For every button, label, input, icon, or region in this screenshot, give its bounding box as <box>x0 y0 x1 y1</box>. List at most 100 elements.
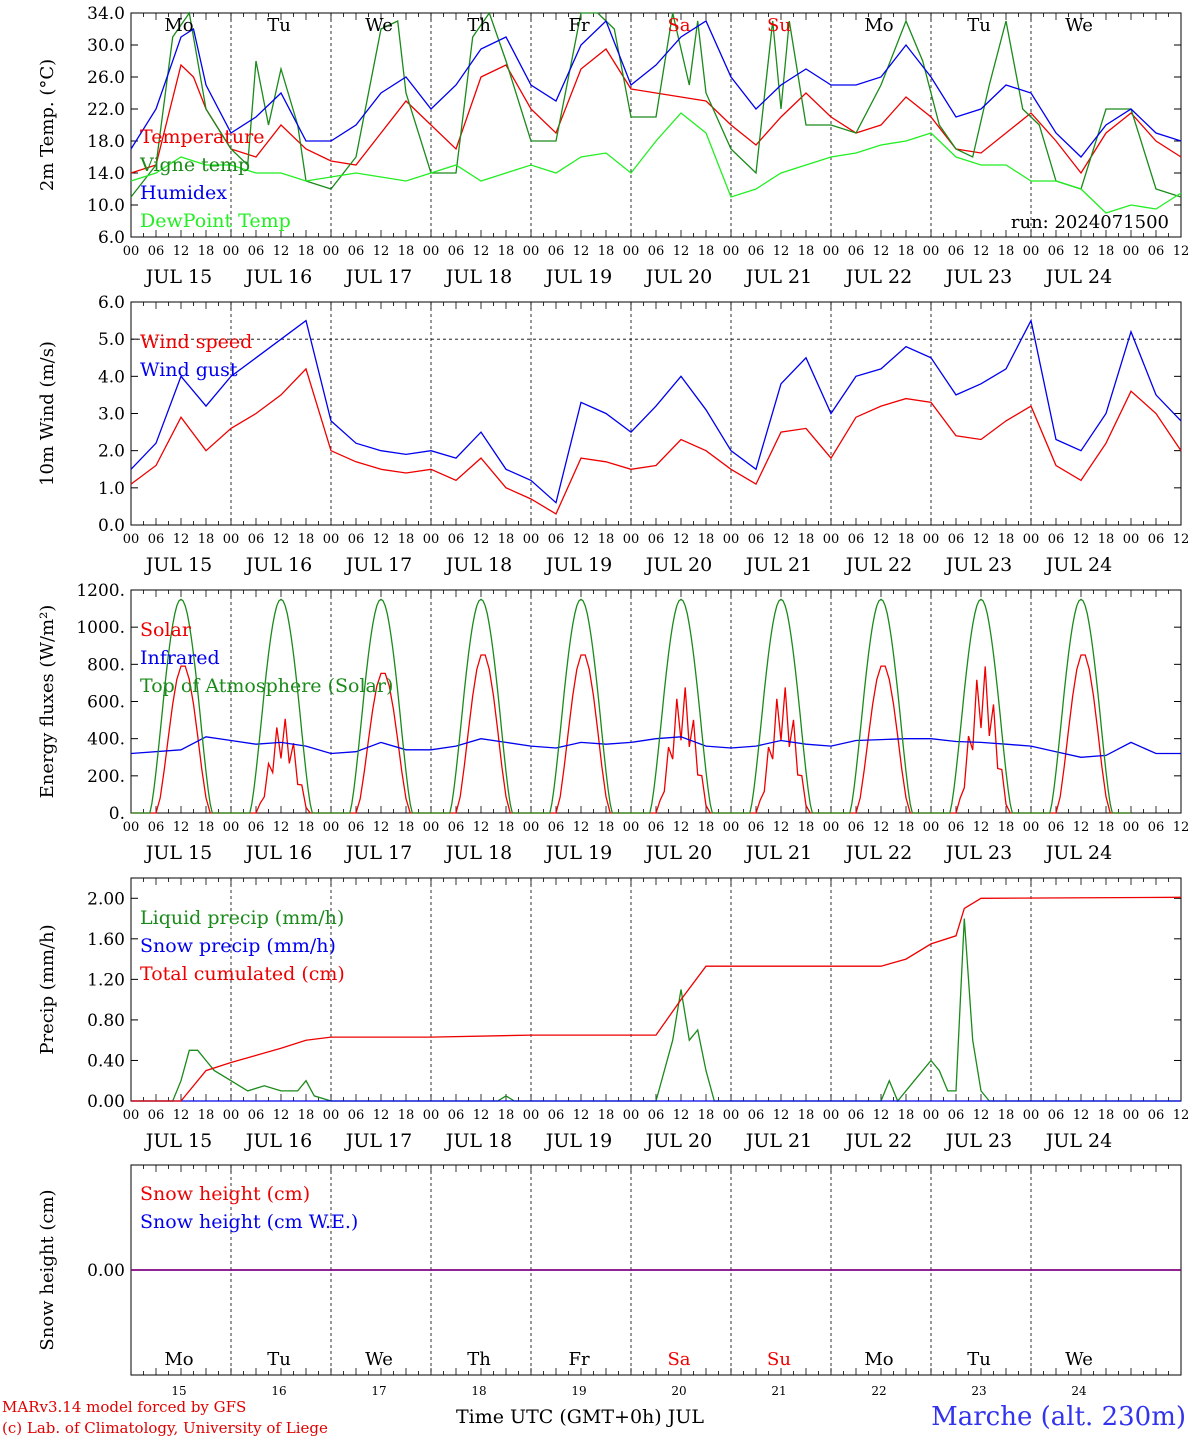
hour-tick-label: 18 <box>798 244 815 259</box>
hour-tick-label: 00 <box>323 820 340 835</box>
hour-tick-label: 12 <box>1173 820 1190 835</box>
hour-tick-label: 18 <box>1098 1108 1115 1123</box>
hour-tick-label: 00 <box>423 1108 440 1123</box>
hour-tick-label: 06 <box>748 532 765 547</box>
hour-tick-label: 12 <box>873 820 890 835</box>
weekday-label: We <box>1065 1349 1093 1370</box>
hour-tick-label: 12 <box>473 820 490 835</box>
hour-tick-label: 06 <box>548 1108 565 1123</box>
hour-tick-label: 06 <box>1048 532 1065 547</box>
y-axis-label: 10m Wind (m/s) <box>37 341 58 486</box>
hour-tick-label: 00 <box>823 1108 840 1123</box>
hour-tick-label: 12 <box>873 532 890 547</box>
day-number-label: 23 <box>971 1384 986 1398</box>
hour-tick-label: 12 <box>773 532 790 547</box>
y-tick-label: 22.0 <box>87 100 125 120</box>
date-label: JUL 18 <box>444 554 512 576</box>
weekday-label: Sa <box>667 1349 690 1370</box>
hour-tick-label: 12 <box>1173 532 1190 547</box>
hour-tick-label: 06 <box>948 244 965 259</box>
date-label: JUL 20 <box>644 842 712 864</box>
day-number-label: 24 <box>1071 1384 1087 1398</box>
hour-tick-label: 00 <box>623 244 640 259</box>
weekday-label: Mo <box>864 15 893 36</box>
hour-tick-label: 18 <box>298 532 315 547</box>
hour-tick-label: 00 <box>223 820 240 835</box>
weekday-label: We <box>365 15 393 36</box>
hour-tick-label: 06 <box>148 244 165 259</box>
series-liquid-precip-mm-h--line <box>131 918 1181 1103</box>
y-tick-label: 18.0 <box>87 132 125 152</box>
day-number-label: 16 <box>271 1384 286 1398</box>
legend-wind-speed: Wind speed <box>140 331 252 353</box>
hour-tick-label: 00 <box>923 532 940 547</box>
y-tick-label: 1.0 <box>98 479 125 499</box>
date-label: JUL 20 <box>644 554 712 576</box>
hour-tick-label: 18 <box>798 1108 815 1123</box>
hour-tick-label: 00 <box>323 1108 340 1123</box>
hour-tick-label: 18 <box>598 820 615 835</box>
hour-tick-label: 18 <box>798 820 815 835</box>
hour-tick-label: 18 <box>498 1108 515 1123</box>
hour-tick-label: 00 <box>923 244 940 259</box>
hour-tick-label: 18 <box>298 244 315 259</box>
hour-tick-label: 18 <box>498 244 515 259</box>
hour-tick-label: 18 <box>198 532 215 547</box>
y-tick-label: 0.40 <box>87 1051 125 1071</box>
y-tick-label: 5.0 <box>98 330 125 350</box>
weekday-label: We <box>1065 15 1093 36</box>
hour-tick-label: 00 <box>623 820 640 835</box>
hour-tick-label: 12 <box>273 244 290 259</box>
date-label: JUL 23 <box>944 842 1012 864</box>
day-number-label: 20 <box>671 1384 686 1398</box>
y-axis-label: Energy fluxes (W/m²) <box>37 605 58 799</box>
hour-tick-label: 12 <box>973 532 990 547</box>
hour-tick-label: 06 <box>648 1108 665 1123</box>
series-vigne-temp-line <box>130 11 1182 198</box>
hour-tick-label: 00 <box>423 532 440 547</box>
hour-tick-label: 00 <box>723 820 740 835</box>
hour-tick-label: 12 <box>973 244 990 259</box>
hour-tick-label: 06 <box>348 820 365 835</box>
date-label: JUL 16 <box>244 842 312 864</box>
hour-tick-label: 12 <box>473 532 490 547</box>
y-tick-label: 400. <box>87 730 125 750</box>
hour-tick-label: 18 <box>1098 820 1115 835</box>
y-tick-label: 6.0 <box>98 293 125 313</box>
hour-tick-label: 18 <box>898 244 915 259</box>
y-tick-label: 2.0 <box>98 442 125 462</box>
hour-tick-label: 06 <box>148 1108 165 1123</box>
hour-tick-label: 12 <box>1073 532 1090 547</box>
hour-tick-label: 12 <box>173 820 190 835</box>
hour-tick-label: 06 <box>1048 1108 1065 1123</box>
date-label: JUL 16 <box>244 554 312 576</box>
y-tick-label: 14.0 <box>87 164 125 184</box>
hour-tick-label: 18 <box>998 820 1015 835</box>
hour-tick-label: 06 <box>448 820 465 835</box>
hour-tick-label: 18 <box>998 1108 1015 1123</box>
hour-tick-label: 12 <box>1073 1108 1090 1123</box>
lab-credit: (c) Lab. of Climatology, University of L… <box>2 1419 328 1437</box>
hour-tick-label: 00 <box>723 244 740 259</box>
hour-tick-label: 00 <box>423 820 440 835</box>
day-number-label: 21 <box>771 1384 786 1398</box>
hour-tick-label: 12 <box>773 820 790 835</box>
y-tick-label: 600. <box>87 693 125 713</box>
hour-tick-label: 00 <box>1123 532 1140 547</box>
hour-tick-label: 00 <box>1123 244 1140 259</box>
y-tick-label: 0.00 <box>87 1092 125 1112</box>
hour-tick-label: 12 <box>673 820 690 835</box>
hour-tick-label: 18 <box>898 532 915 547</box>
hour-tick-label: 18 <box>598 244 615 259</box>
hour-tick-label: 06 <box>448 532 465 547</box>
legend-liquid-precip-mm-h-: Liquid precip (mm/h) <box>140 907 344 929</box>
y-tick-label: 0.0 <box>98 516 125 536</box>
hour-tick-label: 12 <box>173 532 190 547</box>
date-label: JUL 21 <box>744 266 812 288</box>
y-tick-label: 1.20 <box>87 970 125 990</box>
hour-tick-label: 18 <box>698 820 715 835</box>
series-dewpoint-temp-line <box>130 112 1182 214</box>
hour-tick-label: 06 <box>1048 244 1065 259</box>
y-tick-label: 1.60 <box>87 930 125 950</box>
date-label: JUL 22 <box>844 1130 912 1152</box>
